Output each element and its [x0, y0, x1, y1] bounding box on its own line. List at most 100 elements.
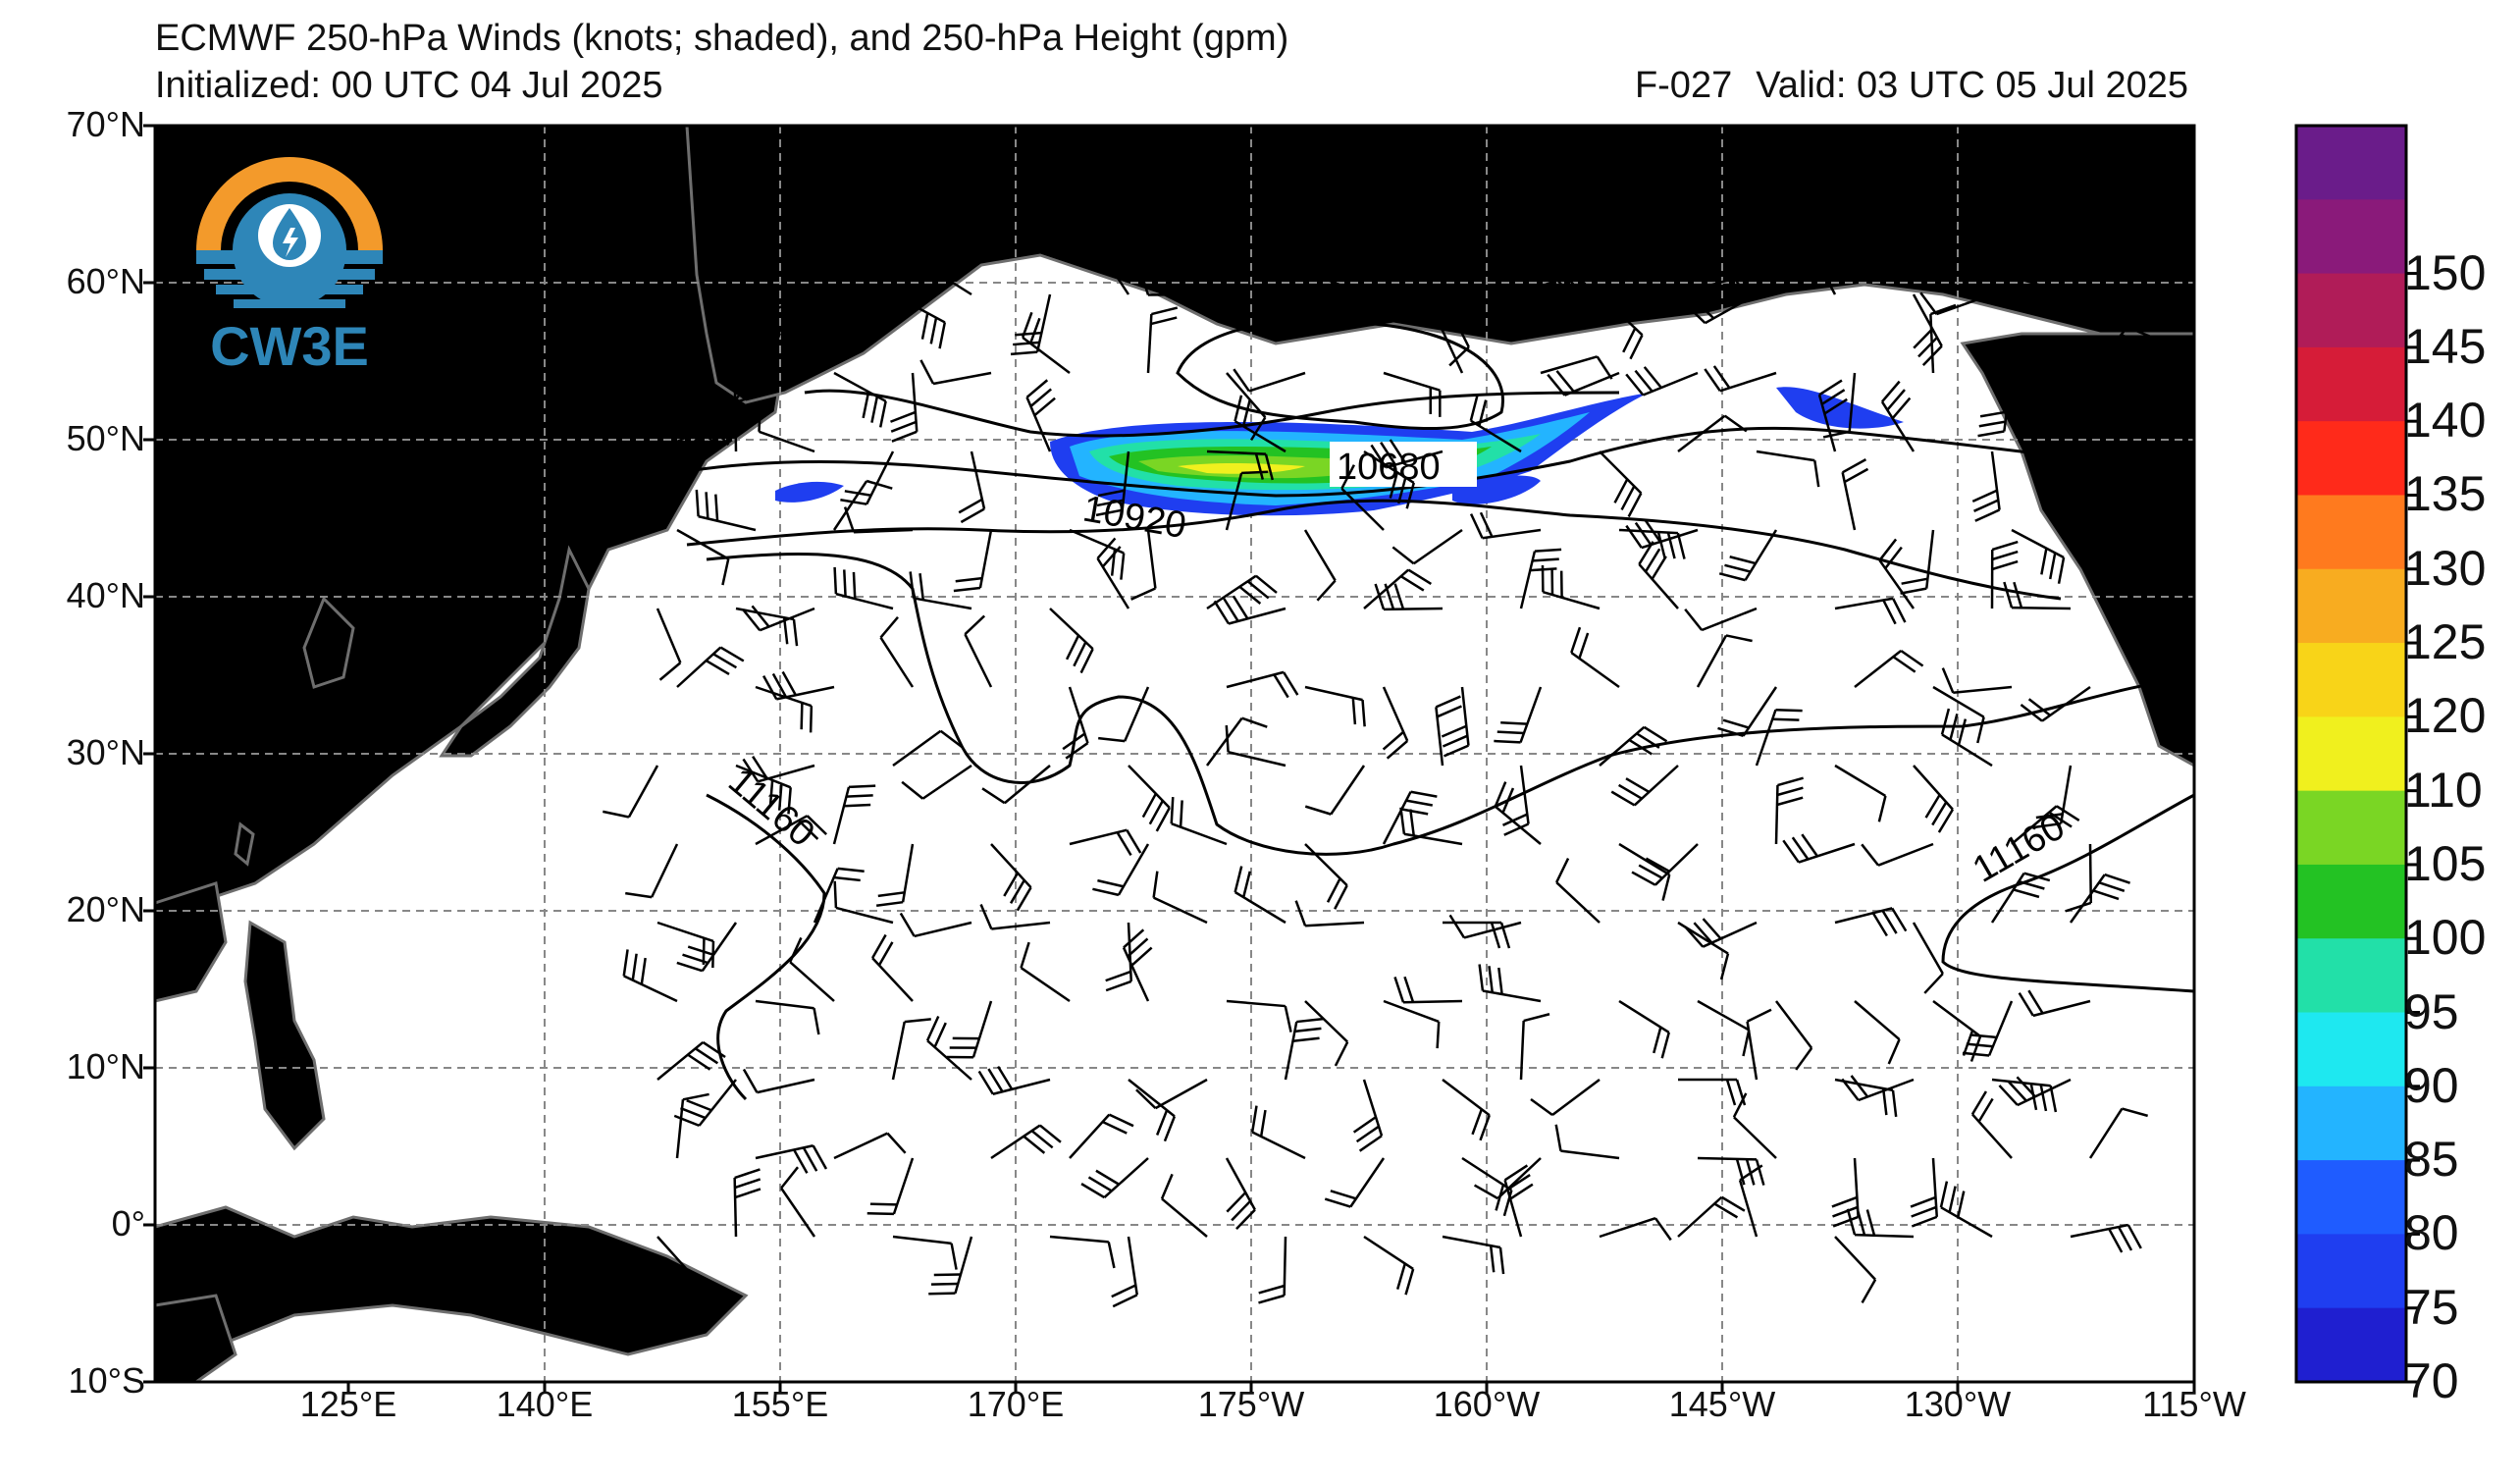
forecast-hour: F-027 [1634, 65, 1733, 106]
wind-barb [695, 372, 758, 422]
wind-barb [1352, 1079, 1384, 1152]
lat-label-10n: 10°N [66, 1046, 145, 1086]
wind-barb [1234, 866, 1286, 925]
wind-barb [1096, 537, 1130, 609]
wind-barb [1304, 1000, 1349, 1067]
colorbar-level-label: 140 [2404, 393, 2487, 449]
wind-barb [2089, 326, 2153, 374]
wind-barb [1122, 928, 1153, 1002]
wind-barb [1340, 464, 1385, 531]
wind-barb [1718, 529, 1778, 582]
colorbar-segment [2296, 790, 2406, 866]
wind-barb [953, 529, 993, 593]
wind-barb [1530, 1078, 1601, 1117]
wind-barb [1442, 1079, 1491, 1141]
wind-barb [2069, 873, 2130, 924]
wind-barb [901, 764, 972, 800]
colorbar-level-label: 130 [2404, 540, 2487, 596]
wind-barb [1092, 843, 1150, 897]
wind-barb [755, 999, 820, 1035]
wind-barb [1775, 1000, 1813, 1071]
indonesia-landmass [153, 1205, 749, 1366]
wind-barb [1519, 1013, 1550, 1081]
wind-barb [755, 685, 814, 733]
wind-barb [1677, 277, 1751, 301]
wind-barb [625, 843, 679, 899]
wind-barb [1941, 667, 2013, 694]
wind-barb [1841, 1075, 1915, 1102]
colorbar-frame [2294, 124, 2408, 1384]
wind-barb [1625, 366, 1699, 397]
wind-barb [946, 1000, 993, 1059]
logo-sun-arc [196, 157, 383, 250]
colorbar-segment [2296, 1307, 2406, 1383]
wind-barb [892, 292, 947, 349]
contour-10680 [804, 389, 1620, 438]
lon-label-140e: 140°E [496, 1384, 594, 1424]
wind-barb [1599, 450, 1643, 518]
wind-barb [832, 784, 876, 845]
wind-barb [1382, 686, 1409, 760]
north-america-landmass [1960, 332, 2196, 768]
wind-barb [1755, 709, 1803, 767]
wind-barb [1258, 1236, 1287, 1304]
wind-barb [979, 903, 1051, 930]
wind-barb [833, 880, 894, 925]
wind-barb [1225, 1157, 1256, 1230]
wind-barb [1021, 311, 1071, 374]
wind-barb [1618, 842, 1671, 901]
wind-barb [1900, 529, 1935, 595]
wind-barb [1383, 371, 1442, 417]
wind-barb [833, 566, 894, 610]
wind-barb [762, 670, 835, 701]
lon-label-145w: 145°W [1668, 1384, 1776, 1424]
lat-label-0: 0° [111, 1203, 145, 1244]
wind-barb [1478, 964, 1542, 1003]
wind-barb [1503, 1164, 1534, 1238]
wind-barb [1618, 999, 1670, 1059]
wind-barb [1383, 999, 1441, 1049]
wind-barb [891, 1018, 931, 1081]
wind-barb [1834, 1236, 1877, 1303]
wind-barb [735, 607, 799, 647]
wind-barb [1570, 626, 1620, 689]
wind-barb [1128, 1079, 1177, 1142]
wind-barb [1929, 303, 1957, 374]
wind-barb [1441, 293, 1470, 367]
wind-barb [1448, 914, 1522, 939]
wind-barb [1010, 293, 1052, 356]
wind-barb [673, 1079, 737, 1128]
colorbar-segment [2296, 1012, 2406, 1087]
wind-barb [742, 605, 815, 632]
colorbar-level-label: 75 [2404, 1279, 2459, 1335]
wind-barb [1912, 922, 1944, 994]
logo-text: CW3E [210, 315, 369, 377]
wind-barb [1697, 999, 1751, 1057]
wind-barb [892, 729, 964, 768]
wind-barb [1170, 796, 1228, 846]
wind-barb [1020, 941, 1071, 1003]
wind-barb [1547, 370, 1620, 397]
wind-barb [1599, 293, 1644, 360]
wind-barb [1308, 245, 1365, 296]
wind-barb [928, 1236, 973, 1296]
wind-barb [1393, 976, 1463, 1004]
wind-barb [1049, 1235, 1116, 1269]
wind-barb [735, 764, 792, 815]
wind-barb [1913, 765, 1955, 833]
wind-barb [1962, 1000, 2014, 1057]
wind-barb [1782, 833, 1856, 864]
wind-barb [1146, 306, 1179, 374]
wind-barb [990, 843, 1032, 912]
wind-barb [780, 1166, 816, 1238]
wind-barb [1610, 765, 1679, 807]
wind-barb [1677, 414, 1748, 452]
wind-barb [1069, 1113, 1134, 1159]
wind-barb [977, 1065, 1051, 1095]
wind-barb [1990, 872, 2051, 924]
wind-barb [1540, 355, 1613, 380]
wind-barb [1435, 695, 1462, 767]
wind-barb [1806, 222, 1837, 295]
wind-barb [1294, 900, 1365, 927]
